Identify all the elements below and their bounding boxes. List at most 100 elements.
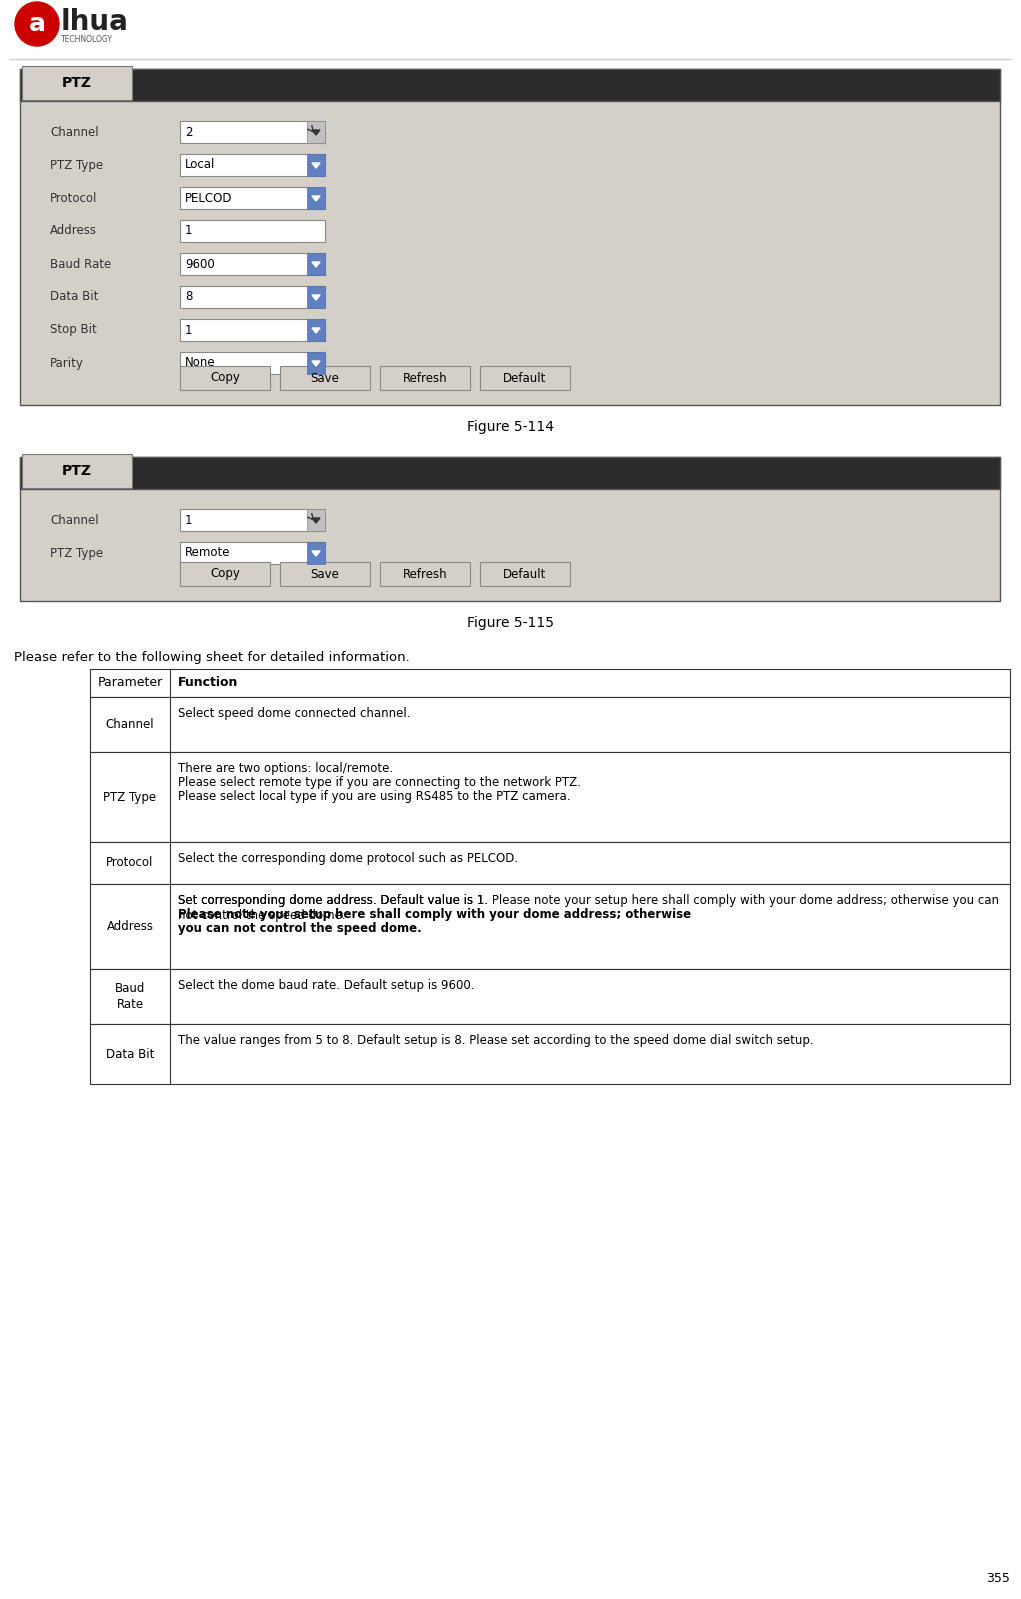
Text: Copy: Copy <box>210 568 240 580</box>
Bar <box>307 286 325 309</box>
Text: Channel: Channel <box>50 513 99 526</box>
Bar <box>180 366 270 390</box>
Bar <box>180 508 325 531</box>
Text: Baud
Rate: Baud Rate <box>114 982 145 1011</box>
Text: Save: Save <box>310 371 339 384</box>
Bar <box>90 884 1010 969</box>
Bar <box>180 187 325 209</box>
Text: 9600: 9600 <box>185 257 214 270</box>
Text: Data Bit: Data Bit <box>106 1047 154 1060</box>
Polygon shape <box>312 163 320 168</box>
Bar <box>22 454 132 488</box>
Text: Parity: Parity <box>50 357 84 369</box>
Bar <box>380 366 470 390</box>
Bar <box>180 253 325 275</box>
Text: The value ranges from 5 to 8. Default setup is 8. Please set according to the sp: The value ranges from 5 to 8. Default se… <box>178 1035 814 1047</box>
Text: Remote: Remote <box>185 547 231 560</box>
Bar <box>307 352 325 374</box>
Text: TECHNOLOGY: TECHNOLOGY <box>61 35 113 43</box>
Bar <box>90 668 1010 697</box>
Bar <box>380 561 470 585</box>
Text: Stop Bit: Stop Bit <box>50 323 97 336</box>
Text: 2: 2 <box>185 125 193 139</box>
Polygon shape <box>312 294 320 301</box>
Text: Figure 5-115: Figure 5-115 <box>467 616 554 630</box>
Text: 1: 1 <box>185 224 193 238</box>
Bar <box>20 457 1000 489</box>
Polygon shape <box>312 361 320 366</box>
Text: Channel: Channel <box>50 125 99 139</box>
Bar <box>90 969 1010 1023</box>
Text: PTZ Type: PTZ Type <box>103 790 156 804</box>
Polygon shape <box>312 552 320 556</box>
Text: PTZ Type: PTZ Type <box>50 158 103 171</box>
Bar <box>180 154 325 176</box>
Text: Please note your setup here shall comply with your dome address; otherwise: Please note your setup here shall comply… <box>178 908 691 921</box>
Bar <box>307 122 325 142</box>
Text: you can not control the speed dome.: you can not control the speed dome. <box>178 923 422 935</box>
Bar <box>20 69 1000 405</box>
Text: Parameter: Parameter <box>97 676 162 689</box>
Polygon shape <box>312 130 320 134</box>
Bar <box>307 154 325 176</box>
Text: None: None <box>185 357 215 369</box>
Text: 1: 1 <box>185 513 193 526</box>
Text: Please refer to the following sheet for detailed information.: Please refer to the following sheet for … <box>14 651 409 664</box>
Polygon shape <box>312 262 320 267</box>
Bar <box>180 352 325 374</box>
Bar <box>180 286 325 309</box>
Text: Refresh: Refresh <box>402 568 447 580</box>
Bar <box>180 542 325 564</box>
Bar <box>307 187 325 209</box>
Polygon shape <box>312 328 320 333</box>
Text: Select speed dome connected channel.: Select speed dome connected channel. <box>178 707 410 720</box>
Bar <box>307 508 325 531</box>
Text: Baud Rate: Baud Rate <box>50 257 111 270</box>
Bar <box>90 1023 1010 1084</box>
Text: lhua: lhua <box>61 8 129 37</box>
Text: Data Bit: Data Bit <box>50 291 98 304</box>
Text: PELCOD: PELCOD <box>185 192 233 205</box>
Text: PTZ: PTZ <box>62 464 92 478</box>
Bar <box>180 221 325 241</box>
Bar <box>20 457 1000 601</box>
Bar <box>280 561 370 585</box>
Text: 8: 8 <box>185 291 192 304</box>
Bar <box>307 542 325 564</box>
Text: Please select remote type if you are connecting to the network PTZ.: Please select remote type if you are con… <box>178 776 581 788</box>
Bar <box>480 366 570 390</box>
Text: Channel: Channel <box>106 718 154 731</box>
Text: Save: Save <box>310 568 339 580</box>
Bar <box>90 697 1010 752</box>
Text: Address: Address <box>50 224 97 238</box>
Text: Function: Function <box>178 676 238 689</box>
Bar <box>20 69 1000 101</box>
Bar <box>90 843 1010 884</box>
Text: Figure 5-114: Figure 5-114 <box>467 421 554 433</box>
Text: 355: 355 <box>986 1572 1010 1586</box>
Polygon shape <box>312 197 320 201</box>
Text: Protocol: Protocol <box>50 192 97 205</box>
Bar <box>307 318 325 341</box>
Circle shape <box>15 2 59 46</box>
Text: Default: Default <box>503 568 546 580</box>
Bar <box>280 366 370 390</box>
Text: 1: 1 <box>185 323 193 336</box>
Text: Select the dome baud rate. Default setup is 9600.: Select the dome baud rate. Default setup… <box>178 979 475 991</box>
Bar <box>180 122 325 142</box>
Text: Set corresponding dome address. Default value is 1.: Set corresponding dome address. Default … <box>178 894 495 907</box>
Bar <box>180 318 325 341</box>
Polygon shape <box>312 518 320 523</box>
Text: Refresh: Refresh <box>402 371 447 384</box>
Text: Select the corresponding dome protocol such as PELCOD.: Select the corresponding dome protocol s… <box>178 852 518 865</box>
Text: Set corresponding dome address. Default value is 1. Please note your setup here : Set corresponding dome address. Default … <box>178 894 999 923</box>
Bar <box>307 253 325 275</box>
Bar <box>22 66 132 101</box>
Bar <box>90 752 1010 843</box>
Bar <box>180 561 270 585</box>
Text: Local: Local <box>185 158 215 171</box>
Text: Protocol: Protocol <box>106 857 154 870</box>
Text: Address: Address <box>106 919 153 932</box>
Text: a: a <box>29 13 46 37</box>
Bar <box>480 561 570 585</box>
